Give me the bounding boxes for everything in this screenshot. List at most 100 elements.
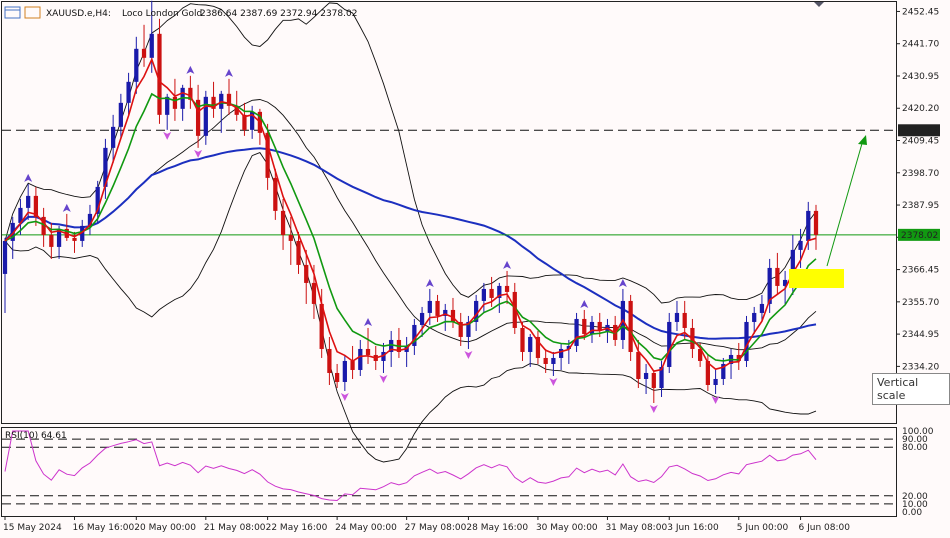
price-tick-label: 2387.95	[902, 201, 939, 211]
candle-body	[134, 48, 139, 82]
candle-body	[790, 249, 795, 280]
price-axis[interactable]: 2452.45 2441.70 2430.95 2420.20 2409.45 2398.…	[896, 7, 940, 405]
candle-body	[520, 327, 525, 352]
candle-body	[450, 309, 456, 322]
fractal-down-icon	[549, 377, 558, 386]
candle-body	[443, 309, 448, 316]
highlight-box[interactable]	[789, 269, 844, 288]
time-tick-label: 21 May 08:00	[204, 523, 266, 533]
candle-body	[806, 210, 811, 241]
rsi-label: RSI(10) 64.61	[5, 431, 67, 441]
candle-body	[203, 96, 208, 136]
candle-body	[188, 87, 193, 100]
candle-body	[543, 357, 548, 364]
scroll-marker-icon[interactable]	[814, 2, 824, 7]
candle-body	[667, 321, 672, 367]
candle-body	[327, 348, 332, 373]
candle-body	[80, 225, 85, 241]
time-tick-label: 31 May 08:00	[605, 523, 667, 533]
candle-body	[41, 216, 46, 235]
candle-body	[558, 348, 564, 358]
time-tick-label: 20 May 00:00	[134, 523, 196, 533]
candle-body	[528, 336, 533, 352]
projection-arrow-head	[858, 135, 867, 145]
chart-header: XAUUSD.e,H4: Loco London Gold 2386.64 23…	[4, 6, 357, 19]
candle-body	[674, 312, 680, 322]
candle-body	[149, 33, 154, 58]
fractal-up-icon	[186, 65, 195, 74]
vertical-scale-tooltip: Vertical scale	[872, 373, 950, 405]
rsi-tick-label: 80.00	[902, 443, 928, 453]
candle-body	[126, 81, 131, 103]
time-tick-label: 30 May 00:00	[536, 523, 598, 533]
candle-body	[458, 321, 463, 337]
fractal-down-icon	[194, 149, 203, 158]
time-tick-label: 3 Jun 16:00	[667, 523, 719, 533]
candle-body	[427, 300, 432, 313]
candle-body	[419, 312, 425, 325]
window-icon-2	[24, 6, 41, 19]
fractal-down-icon	[379, 374, 388, 383]
symbol-description: Loco London Gold	[122, 9, 202, 19]
time-tick-label: 6 Jun 08:00	[799, 523, 851, 533]
candle-body	[280, 210, 286, 235]
window-icon	[4, 6, 21, 19]
rsi-tick-label: 10.00	[902, 500, 928, 510]
rsi-panel-frame	[1, 427, 897, 517]
fractal-down-icon	[464, 350, 473, 359]
candle-body	[713, 378, 718, 385]
candle-body	[141, 48, 147, 58]
candle-body	[589, 321, 595, 334]
price-level-label: 2378.02	[901, 231, 938, 241]
time-tick-label: 15 May 2024	[3, 523, 62, 533]
candle-body	[651, 372, 656, 388]
fractal-markers	[24, 65, 720, 413]
candle-body	[296, 240, 301, 265]
time-axis[interactable]: 15 May 2024 16 May 16:00 20 May 00:00 21 Ma…	[3, 516, 850, 533]
candle-body	[659, 366, 664, 388]
rsi-line	[4, 430, 817, 502]
fractal-up-icon	[24, 173, 33, 182]
rsi-tick-label: 20.00	[902, 492, 928, 502]
candle-body	[628, 300, 633, 352]
candle-body	[474, 300, 479, 322]
candle-body	[265, 132, 270, 178]
time-tick-label: 24 May 00:00	[335, 523, 397, 533]
candle-body	[798, 240, 803, 250]
candle-body	[752, 312, 757, 322]
price-level-lines[interactable]	[2, 129, 896, 236]
symbol-label: XAUUSD.e,H4:	[46, 9, 111, 19]
fractal-up-icon	[224, 68, 233, 77]
fractal-down-icon	[340, 392, 349, 401]
time-tick-label: 27 May 08:00	[405, 523, 467, 533]
fractal-up-icon	[503, 260, 512, 269]
candle-body	[234, 105, 239, 115]
fractal-up-icon	[580, 299, 589, 308]
rsi-tick-label: 100.00	[902, 427, 934, 437]
candle-body	[26, 195, 31, 208]
candle-body	[767, 267, 772, 304]
candle-body	[489, 288, 494, 298]
price-tick-label: 2366.45	[902, 266, 939, 276]
time-tick-label: 28 May 16:00	[466, 523, 528, 533]
price-tick-label: 2344.95	[902, 330, 939, 340]
ema-fast-line	[4, 57, 817, 373]
candle-body	[95, 186, 100, 214]
candle-body	[18, 207, 23, 223]
candle-body	[49, 234, 54, 247]
candle-body	[512, 291, 517, 328]
candle-body	[574, 318, 579, 346]
candle-body	[412, 324, 417, 346]
projection-arrow-line[interactable]	[826, 139, 864, 267]
time-tick-label: 5 Jun 00:00	[737, 523, 789, 533]
candle-body	[775, 267, 780, 286]
price-level-marker	[898, 228, 940, 241]
candle-body	[597, 321, 602, 331]
candle-body	[195, 99, 201, 136]
candle-body	[72, 237, 77, 241]
candle-body	[551, 357, 556, 364]
candle-body	[118, 102, 123, 127]
price-tick-label: 2334.20	[902, 362, 939, 372]
